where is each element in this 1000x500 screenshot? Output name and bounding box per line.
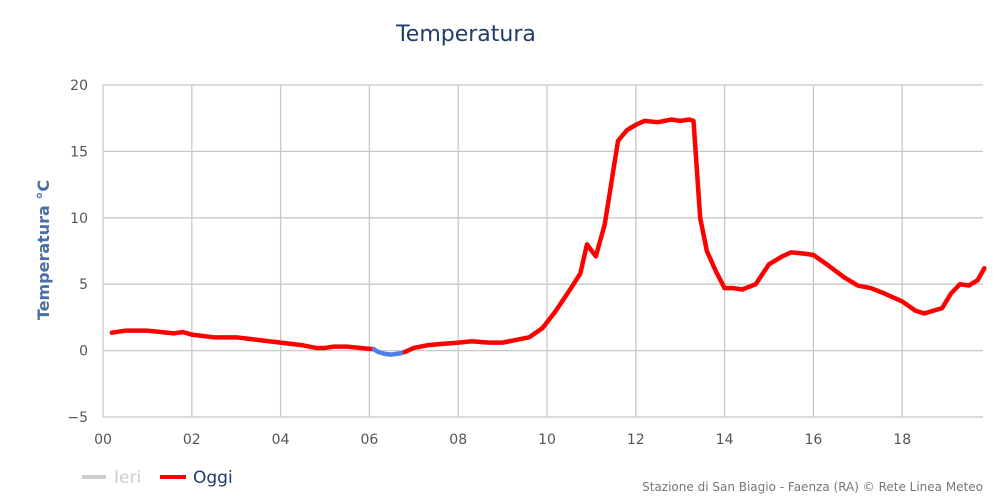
y-tick-label: 20 [70, 78, 88, 94]
legend: Ieri Oggi [82, 468, 233, 488]
x-tick-label: 12 [627, 432, 645, 448]
x-tick-label: 18 [893, 432, 911, 448]
x-tick-label: 00 [94, 432, 112, 448]
legend-label-oggi: Oggi [193, 468, 233, 488]
x-tick-label: 02 [183, 432, 201, 448]
y-axis-label: Temperatura °C [34, 180, 53, 320]
series-oggi-line [109, 328, 377, 352]
grid [102, 84, 983, 418]
y-axis-ticks: −5 0 5 10 15 20 [67, 78, 88, 426]
x-axis-ticks: 00 02 04 06 08 10 12 14 16 18 [94, 432, 911, 448]
x-tick-label: 04 [272, 432, 290, 448]
y-tick-label: 15 [70, 144, 88, 160]
y-tick-label: 0 [79, 344, 88, 360]
x-tick-label: 16 [804, 432, 822, 448]
x-tick-label: 08 [449, 432, 467, 448]
x-tick-label: 10 [538, 432, 556, 448]
y-tick-label: 5 [79, 277, 88, 293]
legend-item-ieri[interactable]: Ieri [82, 468, 141, 488]
series-oggi-below-zero [371, 347, 408, 357]
credit-text: Stazione di San Biagio - Faenza (RA) © R… [642, 480, 983, 494]
x-tick-label: 06 [360, 432, 378, 448]
series-lines [109, 117, 987, 357]
legend-label-ieri: Ieri [114, 468, 141, 488]
legend-item-oggi[interactable]: Oggi [160, 468, 233, 488]
y-tick-label: −5 [67, 410, 88, 426]
chart-title: Temperatura [395, 22, 536, 47]
y-tick-label: 10 [70, 211, 88, 227]
x-tick-label: 14 [716, 432, 734, 448]
series-oggi-line [402, 117, 987, 355]
